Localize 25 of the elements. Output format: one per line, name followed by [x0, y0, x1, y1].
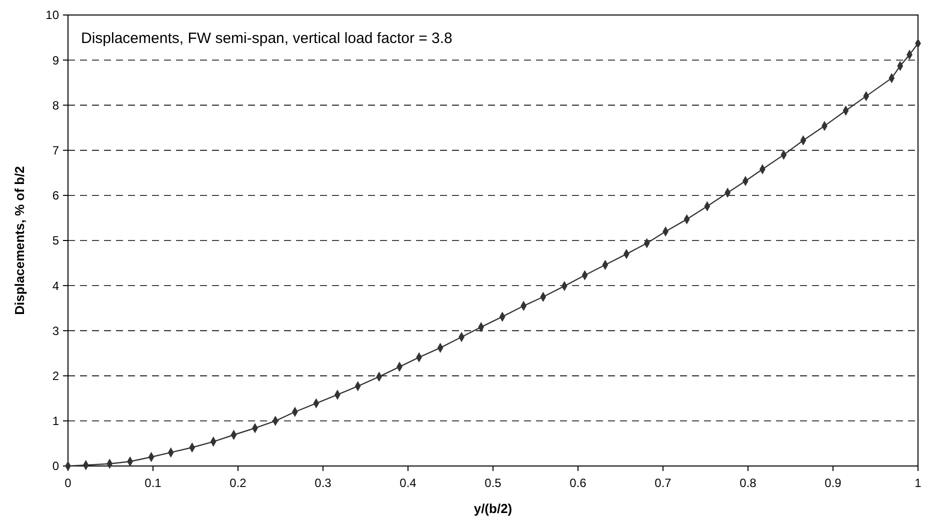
y-axis-title: Displacements, % of b/2	[12, 166, 27, 315]
y-tick-label: 1	[52, 414, 60, 428]
y-tick-label: 8	[52, 98, 60, 112]
y-tick-label: 7	[52, 144, 60, 158]
y-tick-label: 0	[52, 459, 60, 474]
x-tick-label: 0.6	[570, 476, 587, 490]
x-tick-label: 0.7	[654, 476, 672, 490]
y-tick-label: 2	[52, 369, 60, 383]
x-tick-label: 0.8	[740, 476, 757, 490]
y-tick-label: 9	[52, 53, 60, 68]
y-tick-label: 5	[52, 234, 60, 248]
x-axis-title: y/(b/2)	[474, 501, 512, 516]
x-tick-label: 0.9	[824, 476, 842, 490]
y-tick-label: 4	[52, 278, 60, 293]
x-tick-label: 0.1	[144, 476, 162, 490]
x-tick-label: 0.5	[484, 476, 502, 490]
x-tick-label: 1	[914, 476, 922, 490]
x-tick-label: 0.3	[314, 476, 332, 490]
y-tick-label: 10	[46, 8, 60, 22]
text: Displacements, FW semi-span, vertical load factor = 3.8	[81, 30, 452, 47]
x-tick-label: 0.4	[400, 476, 417, 490]
x-tick-label: 0.2	[230, 476, 247, 490]
y-tick-label: 3	[52, 324, 60, 338]
x-tick-label: 0	[64, 476, 72, 490]
y-tick-label: 6	[52, 188, 60, 203]
